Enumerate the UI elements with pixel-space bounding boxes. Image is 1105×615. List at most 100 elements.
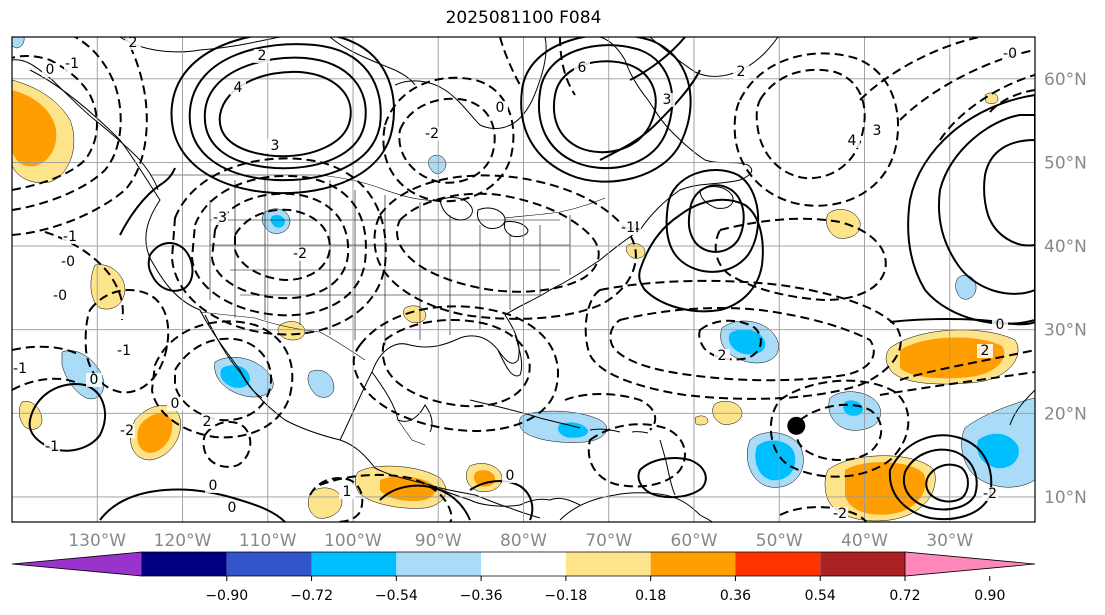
colorbar-tick-label: 0.90 [974,588,1005,604]
contour-neg-7 [170,157,387,336]
contour-neg-20 [609,307,875,382]
contour-label: 2 [981,343,990,359]
contour-neg-32 [319,473,453,522]
contour-neg-27 [769,379,910,478]
contour-label: -1 [65,56,79,72]
contour-label-bg [620,221,636,235]
contour-neg-14 [174,337,273,422]
contour-neg-10 [396,192,600,293]
contour-neg-5 [210,192,350,300]
anomaly-patch-blue-9-core [977,433,1019,469]
contour-label-bg [86,373,102,387]
contour-label: -2 [120,423,134,439]
anomaly-patch-blue-3-core [270,214,285,228]
colorbar-tick-label: 0.36 [720,588,751,604]
contour-label-bg [659,93,675,107]
contour-label: 0 [209,478,218,494]
latitude-label: 10°N [1044,488,1087,508]
contour-label-bg [212,211,228,225]
longitude-label: 80°W [500,531,547,551]
contour-label: 2 [129,35,138,51]
contour-label: 6 [578,60,587,76]
colorbar-tick-label: −0.72 [290,588,333,604]
contour-neg-16 [84,289,170,394]
coast-lesser-antilles [659,439,676,496]
contour-neg-13 [352,305,559,432]
contour-pos-3 [188,43,382,182]
colorbar-box [565,552,651,576]
anomaly-patch-yellow-6 [307,487,343,519]
contour-label-bg [254,49,270,63]
contour-pos-13 [638,198,764,313]
contour-label: 1 [343,484,352,500]
contour-label: 0 [228,500,237,516]
contour-label: -2 [293,246,307,262]
contour-label: 2 [737,64,746,80]
coast-greenland [649,37,779,77]
map-title: 2025081100 F084 [445,8,602,28]
contour-label: -0 [61,254,75,270]
longitude-label: 130°W [68,531,126,551]
contour-pos-5 [553,60,657,154]
contour-labels: 20-1-0-2-3432-26-432-10-034-1-02-1-1-202… [12,35,1018,522]
colorbar-outline [142,551,905,577]
contour-neg-15 [150,320,294,439]
contour-neg-33 [564,393,657,431]
contour-label: -2 [983,486,997,502]
longitude-label: 110°W [239,531,297,551]
contour-label: -2 [425,126,439,142]
contour-label-bg [714,349,730,363]
anomaly-patch-yellow-10 [826,209,861,239]
contour-pos-8 [687,184,745,253]
contour-neg-35 [499,37,576,96]
colorbar-tick-label: −0.54 [375,588,418,604]
longitude-label: 120°W [154,531,212,551]
anomaly-patch-blue-5-core [728,329,766,355]
colorbar-tick-label: 0.54 [805,588,836,604]
longitude-label: 60°W [671,531,718,551]
colorbar-tick-label: 0.72 [889,588,920,604]
contour-pos-18 [902,448,978,511]
latitude-label: 60°N [1044,70,1087,90]
contour-neg-3 [12,37,148,236]
contour-label: 2 [718,348,727,364]
contour-label-bg [977,344,993,358]
colorbar-tick-label: −0.90 [205,588,248,604]
contour-label: -1 [45,439,59,455]
longitude-label: 70°W [585,531,632,551]
contour-neg-36 [779,506,867,522]
latitude-label: 40°N [1044,237,1087,257]
contour-label-bg [42,63,58,77]
anomaly-patch-blue-baja-core [220,365,250,388]
anomaly-patch-yellow-9 [694,415,709,426]
anomaly-patch-orange-3-core [845,462,926,515]
contour-label: -0 [1003,46,1017,62]
contour-neg-31 [989,89,1035,113]
contour-pos-4 [170,37,395,195]
contour-label: -3 [213,210,227,226]
contour-pos-15 [28,383,106,452]
colorbar-box [820,552,905,576]
contour-neg-17 [12,345,81,391]
contour-label: 4 [234,80,243,96]
anomaly-patch-blue-4 [428,154,447,174]
longitude-label: 100°W [324,531,382,551]
contour-neg-2 [12,37,122,211]
map-frame-border [11,36,1036,523]
border-us-mexico [199,311,366,361]
coast-west-africa [1009,389,1035,426]
contour-label: 0 [46,62,55,78]
contour-label-bg [199,415,215,429]
black-dot-marker [787,416,806,435]
colorbar-box [396,552,482,576]
colorbar-box [226,552,312,576]
contour-pos-19 [925,463,969,503]
contour-neg-29 [587,423,686,488]
contour-label-bg [224,501,240,515]
graticule [12,37,1035,522]
anomaly-patch-blue-6-core [755,440,796,481]
coast-cuba [469,399,581,429]
contour-label-bg [205,479,221,493]
anomaly-patch-blue-carib-core [558,422,588,438]
